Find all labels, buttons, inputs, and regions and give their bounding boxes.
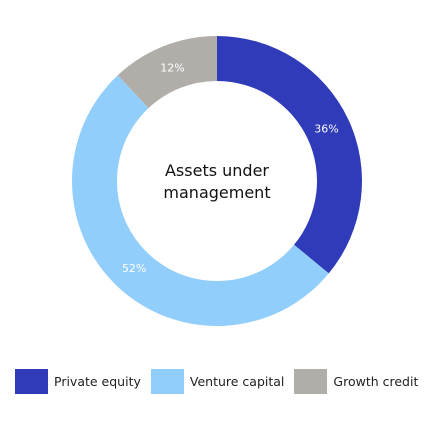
legend-label: Private equity (54, 374, 141, 389)
chart: 36% 52% 12% (72, 36, 362, 326)
data-label: 12% (160, 61, 184, 74)
legend-item: Venture capital (150, 369, 285, 394)
data-label: 52% (122, 262, 146, 275)
legend: Private equity Venture capital Growth cred… (15, 369, 428, 394)
slice (217, 36, 362, 274)
legend-label: Growth credit (333, 374, 419, 389)
legend-item: Growth credit (294, 369, 418, 394)
legend-swatch (294, 369, 328, 394)
chart-title: Assets under management (163, 161, 271, 202)
data-label: 36% (314, 122, 338, 135)
legend-swatch (150, 369, 184, 394)
legend-item: Private equity (15, 369, 141, 394)
slice (117, 36, 217, 109)
legend-label: Venture capital (189, 374, 285, 389)
legend-swatch (15, 369, 48, 394)
slice (72, 75, 329, 326)
